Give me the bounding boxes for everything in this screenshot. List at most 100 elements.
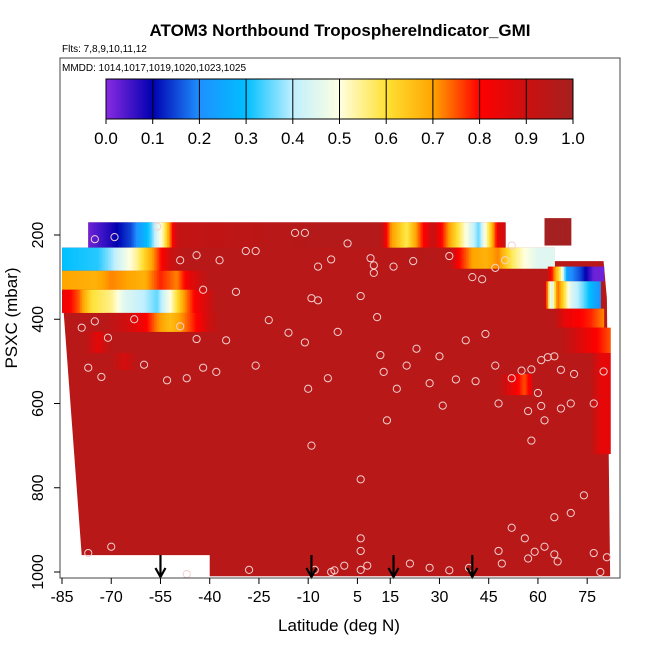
- data-point: [550, 352, 559, 361]
- heatmap-cell: [583, 281, 587, 309]
- heatmap-cell: [178, 222, 181, 248]
- data-point: [530, 547, 539, 556]
- heatmap-cell: [111, 312, 114, 332]
- data-point: [84, 548, 93, 558]
- heatmap-cell: [183, 312, 186, 332]
- heatmap-cell: [224, 222, 227, 248]
- heatmap-cell: [160, 312, 163, 332]
- data-point: [550, 550, 559, 559]
- heatmap-cell: [155, 222, 158, 248]
- data-point: [330, 566, 339, 575]
- heatmap-area: [62, 218, 611, 577]
- heatmap-cell: [201, 270, 204, 290]
- heatmap-cell: [528, 374, 531, 396]
- heatmap-cell: [549, 247, 552, 269]
- heatmap-cell: [130, 352, 134, 370]
- heatmap-cell: [124, 352, 127, 370]
- heatmap-cell: [119, 352, 122, 370]
- heatmap-cell: [324, 222, 327, 248]
- heatmap-cell: [158, 289, 162, 313]
- heatmap-cell: [132, 222, 135, 248]
- heatmap-cell: [554, 266, 557, 282]
- heatmap-cell: [89, 222, 93, 248]
- heatmap-cell: [250, 222, 253, 248]
- heatmap-cell: [286, 222, 290, 248]
- heatmap-cell: [605, 327, 608, 353]
- heatmap-cell: [564, 218, 567, 246]
- heatmap-cell: [501, 247, 505, 269]
- heatmap-cell: [372, 222, 375, 248]
- heatmap-cell: [580, 266, 583, 282]
- heatmap-cell: [122, 352, 125, 370]
- heatmap-cell: [285, 222, 288, 248]
- heatmap-cell: [564, 308, 567, 328]
- heatmap-cell: [112, 222, 116, 248]
- data-point: [379, 367, 388, 377]
- heatmap-cell: [569, 266, 572, 282]
- heatmap-cell: [216, 312, 219, 332]
- heatmap-cell: [204, 270, 208, 290]
- data-point: [333, 327, 342, 336]
- heatmap-cell: [180, 222, 183, 248]
- data-point: [517, 366, 526, 375]
- heatmap-cell: [103, 270, 106, 290]
- data-point: [425, 379, 434, 388]
- data-point: [356, 475, 365, 484]
- heatmap-cell: [204, 312, 208, 332]
- heatmap-cell: [199, 222, 203, 248]
- heatmap-cell: [208, 289, 211, 313]
- heatmap-cell: [395, 222, 398, 248]
- data-point: [373, 313, 382, 322]
- heatmap-cell: [575, 327, 578, 353]
- flight-arrow: [387, 555, 400, 580]
- heatmap-cell: [423, 222, 426, 248]
- heatmap-cell: [65, 289, 68, 313]
- data-point: [264, 315, 273, 325]
- heatmap-cell: [70, 247, 73, 271]
- heatmap-cell: [454, 247, 457, 269]
- heatmap-cell: [283, 222, 286, 248]
- heatmap-cell: [71, 289, 75, 313]
- heatmap-cell: [491, 222, 495, 248]
- heatmap-cell: [190, 270, 193, 290]
- heatmap-cell: [411, 222, 414, 248]
- heatmap-cell: [416, 222, 419, 248]
- heatmap-cell: [104, 247, 107, 271]
- heatmap-cell: [185, 270, 188, 290]
- heatmap-cell: [163, 289, 166, 313]
- heatmap-cell: [107, 289, 111, 313]
- heatmap-cell: [569, 281, 572, 309]
- heatmap-cell: [575, 281, 578, 309]
- heatmap-cell: [98, 289, 101, 313]
- heatmap-cell: [554, 281, 557, 309]
- heatmap-cell: [237, 222, 240, 248]
- heatmap-cell: [135, 270, 139, 290]
- heatmap-cell: [600, 266, 603, 282]
- heatmap-cell: [242, 222, 245, 248]
- data-point: [284, 328, 293, 337]
- heatmap-cell: [452, 247, 455, 269]
- heatmap-cell: [107, 270, 111, 290]
- heatmap-cell: [595, 327, 598, 353]
- heatmap-cell: [408, 247, 411, 269]
- heatmap-cell: [175, 222, 178, 248]
- heatmap-cell: [144, 222, 147, 248]
- y-axis: 200 400 600 800 1000: [30, 222, 60, 590]
- heatmap-cell: [414, 222, 418, 248]
- heatmap-cell: [196, 312, 199, 332]
- heatmap-cell: [63, 289, 66, 313]
- heatmap-cell: [270, 222, 273, 248]
- heatmap-cell: [147, 222, 150, 248]
- heatmap-cell: [93, 270, 96, 290]
- data-point: [527, 365, 536, 374]
- heatmap-cell: [71, 270, 75, 290]
- heatmap-cell: [117, 312, 121, 332]
- colorbar-tick-label: 0.4: [281, 129, 305, 148]
- heatmap-cell: [336, 222, 339, 248]
- heatmap-cell: [473, 247, 477, 269]
- y-tick-label: 600: [30, 390, 47, 417]
- heatmap-cell: [575, 308, 578, 328]
- heatmap-cell: [99, 270, 102, 290]
- heatmap-cell: [426, 222, 429, 248]
- heatmap-cell: [229, 222, 232, 248]
